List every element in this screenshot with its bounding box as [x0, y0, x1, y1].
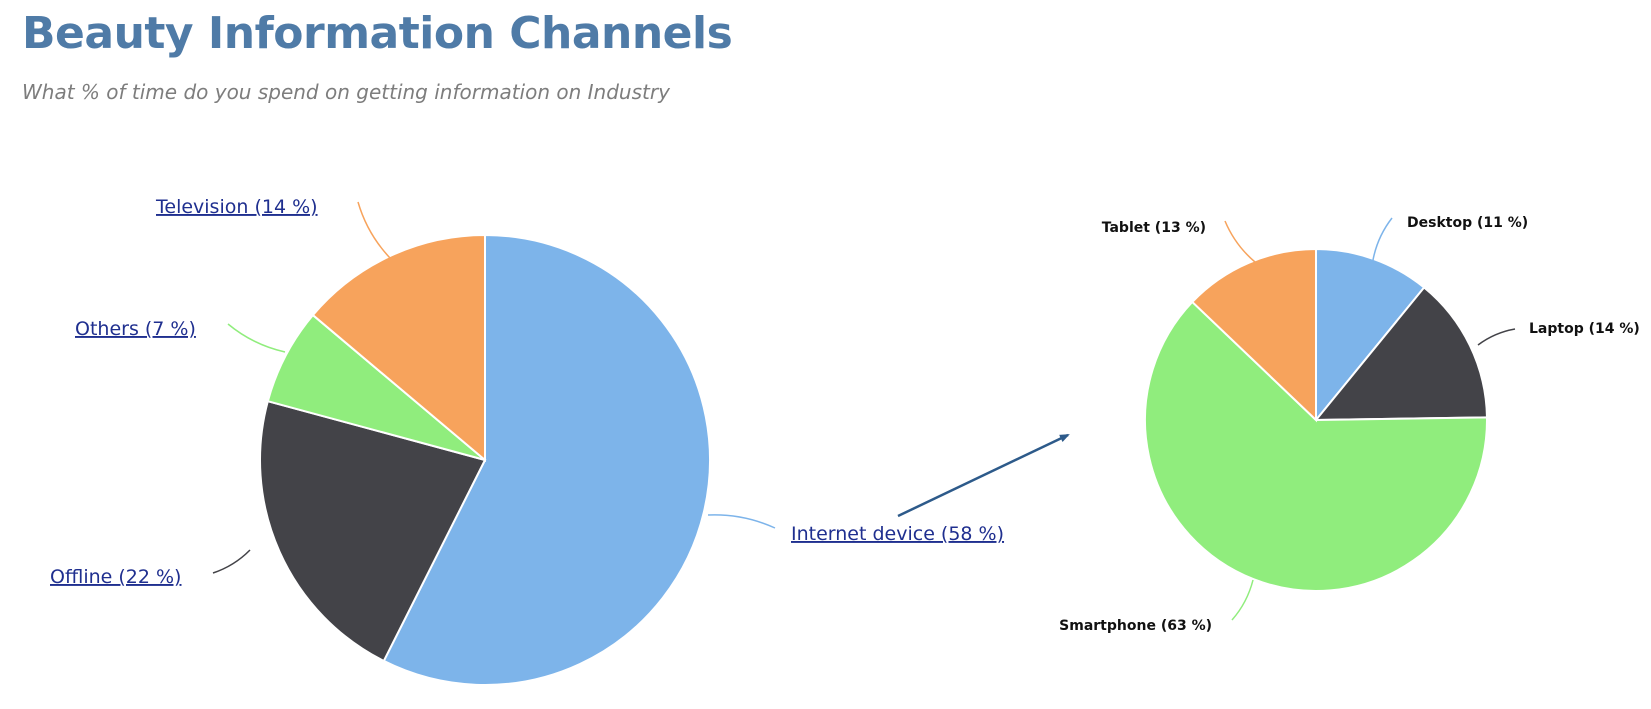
- main-connector-others: [227, 323, 286, 353]
- sub-label-tablet: Tablet (13 %): [1102, 220, 1206, 236]
- sub-label-laptop: Laptop (14 %): [1529, 321, 1640, 337]
- sub-label-desktop: Desktop (11 %): [1407, 215, 1528, 231]
- drilldown-arrow: [897, 433, 1070, 518]
- sub-pie-slice-tablet[interactable]: [1190, 247, 1317, 423]
- sub-connector-desktop: [1372, 217, 1393, 261]
- sub-pie-slice-smartphone[interactable]: [1144, 300, 1488, 592]
- main-pie-slice-internet-device[interactable]: [382, 233, 711, 686]
- main-label-television[interactable]: Television (14 %): [155, 196, 318, 218]
- sub-connector-laptop: [1477, 328, 1516, 346]
- sub-connector-smartphone: [1231, 579, 1254, 621]
- main-pie-chart: Internet device (58 %) Offline (22 %) Othe…: [50, 196, 1004, 686]
- sub-label-smartphone: Smartphone (63 %): [1059, 618, 1212, 634]
- main-connector-television: [357, 201, 391, 259]
- main-pie-slice-television[interactable]: [311, 233, 486, 463]
- chart-title: Beauty Information Channels: [22, 8, 733, 59]
- internet-device-pie-chart: Desktop (11 %) Laptop (14 %) Smartphone (6…: [1059, 215, 1640, 634]
- sub-pie-slice-laptop[interactable]: [1313, 286, 1488, 422]
- main-connector-internet-device: [707, 514, 776, 529]
- sub-connector-tablet: [1224, 220, 1256, 263]
- main-label-others[interactable]: Others (7 %): [75, 318, 196, 340]
- main-label-internet-device[interactable]: Internet device (58 %): [791, 523, 1004, 545]
- main-pie-slice-offline[interactable]: [259, 399, 487, 663]
- chart-subtitle: What % of time do you spend on getting i…: [22, 80, 670, 104]
- main-connector-offline: [212, 549, 251, 574]
- main-label-offline[interactable]: Offline (22 %): [50, 566, 181, 588]
